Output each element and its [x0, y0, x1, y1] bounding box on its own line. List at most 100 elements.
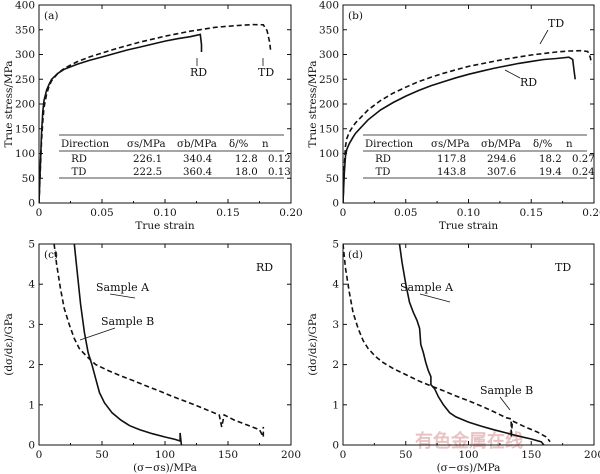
y-tick-label: 300 [319, 49, 339, 61]
y-axis-label: True stress/MPa [307, 60, 319, 147]
y-tick-label: 5 [28, 239, 35, 251]
chart-panel-d: 0 50 100 150 200 0 1 2 3 4 5 (σ−σs)/MPa (dσ/dε)/GPa (… [307, 239, 600, 474]
y-tick-label: 0 [28, 440, 35, 452]
annotation-leader [499, 396, 511, 411]
y-tick-label: 50 [326, 173, 339, 185]
table-cell: TD [376, 167, 391, 178]
annotation-td: TD [258, 66, 274, 79]
table-cell: 0.24 [572, 167, 595, 178]
series-sample-b [53, 244, 265, 438]
x-tick-label: 0 [36, 449, 43, 461]
series-sample-a [398, 244, 545, 445]
table-cell: 19.4 [539, 167, 562, 178]
series-td [39, 23, 272, 203]
x-tick-label: 0.15 [520, 207, 543, 219]
series-rd [343, 56, 576, 203]
y-tick-label: 150 [319, 123, 339, 135]
table-cell: 226.1 [133, 154, 162, 165]
y-tick-label: 2 [28, 359, 35, 371]
y-tick-label: 5 [332, 239, 339, 251]
y-tick-label: 0 [28, 198, 35, 210]
y-tick-label: 2 [332, 359, 339, 371]
x-tick-label: 0 [36, 207, 43, 219]
plot-frame [342, 243, 595, 446]
x-tick-label: 0 [340, 449, 347, 461]
y-tick-label: 100 [15, 148, 35, 160]
y-tick-label: 200 [15, 99, 35, 111]
table-cell: 222.5 [133, 167, 162, 178]
annotation-leader [79, 327, 116, 341]
table-cell: TD [72, 167, 87, 178]
y-tick-label: 200 [319, 99, 339, 111]
table-header: n [262, 139, 269, 150]
x-tick-label: 0.15 [216, 207, 239, 219]
y-tick-label: 0 [332, 440, 339, 452]
y-tick-label: 250 [15, 74, 35, 86]
y-axis-label: True stress/MPa [3, 60, 15, 147]
y-axis-label: (dσ/dε)/GPa [307, 313, 319, 376]
table-header: δ/% [229, 138, 249, 150]
table-cell: 143.8 [437, 167, 466, 178]
table-header: σs/MPa [127, 139, 166, 150]
annotation-leader [419, 293, 451, 303]
x-tick-label: 0 [340, 207, 347, 219]
table-cell: 360.4 [183, 167, 212, 178]
y-tick-label: 350 [15, 24, 35, 36]
y-tick-label: 1 [332, 399, 339, 411]
annotation-leader [109, 293, 136, 299]
y-axis-label: (dσ/dε)/GPa [3, 313, 15, 376]
chart-panel-a: 0 0.05 0.10 0.15 0.20 0 50 100 150 200 250 300 350 40… [3, 0, 303, 232]
x-tick-label: 100 [458, 449, 478, 461]
series-sample-a [73, 244, 183, 445]
annotation-leader [504, 69, 521, 79]
annotation-rd: RD [190, 66, 207, 79]
y-tick-label: 3 [332, 319, 339, 331]
y-tick-label: 100 [319, 148, 339, 160]
table-cell: 18.0 [235, 167, 258, 178]
y-tick-label: 300 [15, 49, 35, 61]
series-sample-b [343, 244, 551, 443]
table-header: n [566, 139, 573, 150]
annotation-sample-a: Sample A [400, 281, 454, 294]
panel-label: (d) [348, 249, 363, 261]
y-tick-label: 150 [15, 123, 35, 135]
x-tick-label: 200 [584, 449, 600, 461]
x-tick-label: 0.05 [394, 207, 417, 219]
y-tick-label: 400 [319, 0, 339, 12]
direction-label: RD [256, 261, 273, 274]
annotation-sample-b: Sample B [480, 384, 533, 397]
table-cell: RD [375, 154, 391, 165]
table-header: Direction [61, 139, 110, 150]
x-tick-label: 50 [399, 449, 412, 461]
annotation-td: TD [548, 17, 564, 30]
series-td [343, 49, 593, 203]
table-cell: 12.8 [235, 154, 258, 165]
x-tick-label: 0.20 [582, 207, 600, 219]
y-tick-label: 1 [28, 399, 35, 411]
panel-label: (a) [44, 10, 58, 22]
table-cell: 0.12 [268, 154, 291, 165]
x-tick-label: 150 [218, 449, 238, 461]
chart-panel-c: 0 50 100 150 200 0 1 2 3 4 5 (σ−σs)/MPa (dσ/dε)/GPa (… [3, 239, 301, 474]
direction-label: TD [555, 261, 571, 274]
table-cell: 18.2 [539, 154, 562, 165]
x-tick-label: 0.05 [90, 207, 113, 219]
y-tick-label: 4 [332, 279, 339, 291]
panel-label: (c) [44, 249, 58, 261]
table-header: δ/% [533, 138, 553, 150]
annotation-leader [539, 29, 549, 45]
x-tick-label: 0.10 [457, 207, 480, 219]
y-tick-label: 3 [28, 319, 35, 331]
y-tick-label: 50 [22, 173, 35, 185]
x-axis-label: (σ−σs)/MPa [437, 462, 501, 474]
y-tick-label: 0 [332, 198, 339, 210]
x-axis-label: (σ−σs)/MPa [133, 462, 197, 474]
table-header: σb/MPa [177, 139, 217, 150]
x-tick-label: 150 [521, 449, 541, 461]
x-axis-label: True strain [439, 220, 499, 232]
annotation-rd: RD [520, 76, 537, 89]
table-header: Direction [365, 139, 414, 150]
panel-label: (b) [348, 10, 363, 22]
y-tick-label: 4 [28, 279, 35, 291]
